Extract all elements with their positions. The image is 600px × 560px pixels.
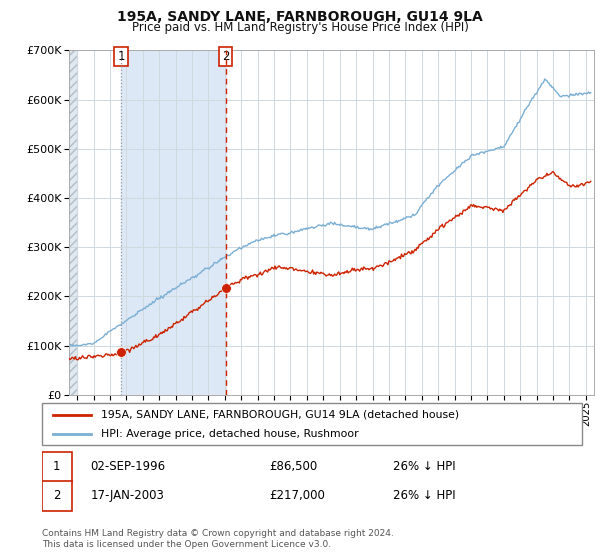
Text: HPI: Average price, detached house, Rushmoor: HPI: Average price, detached house, Rush…	[101, 429, 359, 439]
Text: £86,500: £86,500	[269, 460, 317, 473]
Text: Price paid vs. HM Land Registry's House Price Index (HPI): Price paid vs. HM Land Registry's House …	[131, 21, 469, 34]
Bar	[69, 50, 77, 395]
Text: 26% ↓ HPI: 26% ↓ HPI	[393, 460, 455, 473]
Text: 1: 1	[117, 50, 125, 63]
FancyBboxPatch shape	[42, 403, 582, 445]
Text: Contains HM Land Registry data © Crown copyright and database right 2024.
This d: Contains HM Land Registry data © Crown c…	[42, 529, 394, 549]
FancyBboxPatch shape	[42, 480, 72, 511]
Text: £217,000: £217,000	[269, 489, 325, 502]
Text: 195A, SANDY LANE, FARNBOROUGH, GU14 9LA (detached house): 195A, SANDY LANE, FARNBOROUGH, GU14 9LA …	[101, 409, 460, 419]
Text: 1: 1	[53, 460, 61, 473]
Text: 02-SEP-1996: 02-SEP-1996	[91, 460, 166, 473]
Bar	[69, 50, 77, 395]
FancyBboxPatch shape	[42, 451, 72, 482]
Text: 17-JAN-2003: 17-JAN-2003	[91, 489, 164, 502]
Text: 2: 2	[222, 50, 229, 63]
Text: 2: 2	[53, 489, 61, 502]
Text: 195A, SANDY LANE, FARNBOROUGH, GU14 9LA: 195A, SANDY LANE, FARNBOROUGH, GU14 9LA	[117, 10, 483, 24]
Text: 26% ↓ HPI: 26% ↓ HPI	[393, 489, 455, 502]
Bar	[121, 50, 226, 395]
